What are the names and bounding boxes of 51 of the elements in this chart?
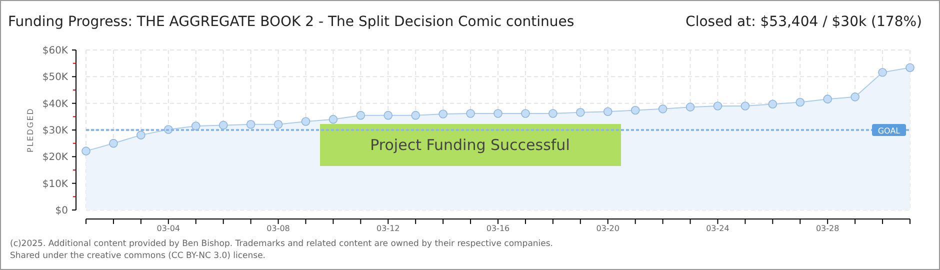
point: [411, 110, 420, 120]
point: [686, 102, 695, 112]
point: [603, 107, 612, 116]
text: Shared under the creative commons (CC BY-NC 3.0) license.: [10, 251, 266, 261]
point: [274, 120, 283, 129]
point: [576, 108, 585, 117]
point: [82, 146, 90, 156]
y-axis-title: PLEDGED: [26, 108, 35, 152]
point: [301, 117, 310, 126]
y-tick-label: $50K: [42, 72, 68, 84]
point: [136, 130, 146, 140]
point: [109, 138, 118, 148]
y-tick-label: $60K: [42, 46, 68, 56]
y-tick-label: $40K: [42, 98, 68, 110]
x-tick-label: 03-20: [596, 224, 620, 233]
point: [740, 102, 750, 110]
point: [521, 109, 530, 118]
point: [466, 109, 475, 118]
point: [246, 120, 256, 129]
point: [796, 98, 805, 107]
point: [438, 110, 448, 118]
point: [768, 100, 778, 109]
text: (c)2025. Additional content provided by Ben Bishop. Trademarks and related content are owned by their respective companies.: [10, 239, 554, 249]
y-tick-label: $20K: [42, 152, 68, 164]
point: [850, 92, 860, 102]
x-tick-label: 03-04: [156, 224, 180, 233]
point: [823, 94, 832, 104]
annotation: Project Funding Successful: [370, 136, 570, 154]
x-tick-label: 03-16: [486, 224, 510, 233]
x-tick-label: 03-24: [706, 224, 730, 233]
y-tick-label: $10K: [42, 178, 68, 190]
point: [384, 110, 393, 120]
point: [630, 106, 640, 115]
chart-title: Funding Progress: THE AGGREGATE BOOK 2 - The Split Decision Comic continues: [8, 14, 574, 30]
point: [713, 102, 722, 110]
point: [191, 122, 200, 130]
point: [658, 104, 668, 114]
x-tick-label: 03-12: [376, 224, 400, 233]
point: [548, 109, 558, 118]
point: [906, 63, 914, 72]
point: [356, 110, 366, 120]
chart-subtitle: Closed at: $53,404 / $30k (178%): [686, 14, 922, 30]
x-tick-label: 03-08: [266, 224, 290, 233]
point: [878, 68, 887, 77]
y-tick-label: $0: [55, 206, 68, 216]
ref-line-label: GOAL: [878, 126, 901, 136]
point: [218, 120, 228, 130]
point: [328, 114, 338, 124]
point: [494, 109, 502, 118]
y-tick-label: $30K: [42, 126, 68, 136]
x-tick-label: 03-28: [816, 224, 840, 233]
